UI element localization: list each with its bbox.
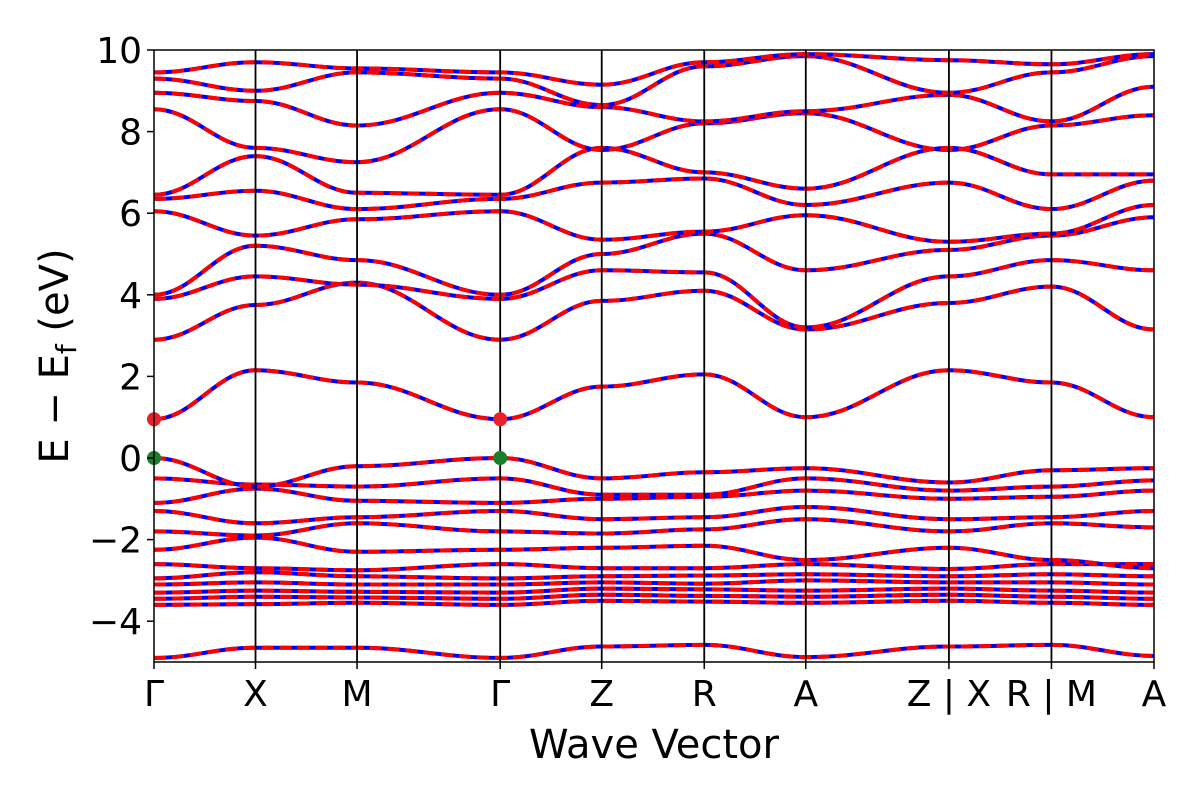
y-tick-label-1: −2 (89, 521, 142, 562)
band-line-dashed-14 (154, 280, 1154, 342)
band-line-dashed-6 (154, 562, 1154, 573)
band-line-dashed-7 (154, 535, 1154, 571)
y-axis-ticks: −4 −2 0 2 4 6 8 10 (89, 31, 154, 643)
y-tick-label-4: 4 (119, 276, 142, 317)
y-tick-label-7: 10 (96, 31, 142, 72)
band-edge-marker-3 (493, 451, 508, 465)
band-line-dashed-3 (154, 586, 1154, 595)
band-edge-markers (147, 412, 508, 465)
x-tick-label-5: R (692, 674, 717, 715)
band-line-dashed-23 (154, 52, 1154, 87)
band-line-dashed-1 (154, 598, 1154, 607)
y-axis-label: E − Ef (eV) (32, 248, 83, 463)
bands-layer (154, 52, 1154, 660)
band-line-dashed-13 (154, 368, 1154, 422)
band-line-dashed-20 (154, 107, 1154, 165)
band-line-12 (154, 455, 1154, 489)
band-line-18 (154, 176, 1154, 212)
y-tick-label-0: −4 (89, 602, 142, 643)
plot-frame (153, 49, 1155, 663)
band-line-dashed-17 (154, 203, 1154, 244)
band-edge-marker-1 (493, 412, 508, 427)
x-tick-label-3: Γ (490, 674, 510, 715)
x-tick-label-4: Z (589, 674, 614, 715)
y-axis-label-subscript: f (50, 343, 83, 354)
y-tick-label-3: 2 (119, 357, 142, 398)
band-line-dashed-9 (154, 504, 1154, 526)
band-line-dashed-10 (154, 486, 1154, 505)
y-tick-label-6: 8 (119, 113, 142, 154)
x-tick-label-2: M (342, 674, 373, 715)
x-tick-label-8: R | M (1006, 674, 1097, 715)
band-line-dashed-12 (154, 455, 1154, 489)
y-tick-label-2: 0 (119, 439, 142, 480)
band-line-11 (154, 476, 1154, 497)
kpath-lines (254, 50, 1053, 662)
band-line-dashed-18 (154, 176, 1154, 212)
y-axis-label-main: E − E (32, 354, 78, 464)
band-line-dashed-5 (154, 570, 1154, 581)
band-line-dashed-15 (154, 258, 1154, 330)
x-tick-label-7: Z | X (907, 674, 991, 715)
x-axis-ticks: Γ X M Γ Z R A Z | X R | M A (144, 662, 1167, 715)
band-line-dashed-4 (154, 578, 1154, 587)
x-axis-label: Wave Vector (529, 722, 780, 768)
band-line-0 (154, 642, 1154, 660)
band-line-dashed-16 (154, 215, 1154, 297)
band-line-dashed-21 (154, 84, 1154, 128)
band-line-dashed-2 (154, 592, 1154, 601)
x-tick-label-0: Γ (144, 674, 164, 715)
x-tick-label-1: X (243, 674, 268, 715)
band-line-8 (154, 517, 1154, 538)
band-line-19 (154, 145, 1154, 197)
x-tick-label-6: A (793, 674, 818, 715)
band-line-21 (154, 84, 1154, 128)
x-tick-label-9: A (1142, 674, 1167, 715)
band-line-14 (154, 280, 1154, 342)
y-axis-label-unit: (eV) (32, 248, 78, 344)
band-line-dashed-22 (154, 54, 1154, 108)
y-tick-label-5: 6 (119, 194, 142, 235)
